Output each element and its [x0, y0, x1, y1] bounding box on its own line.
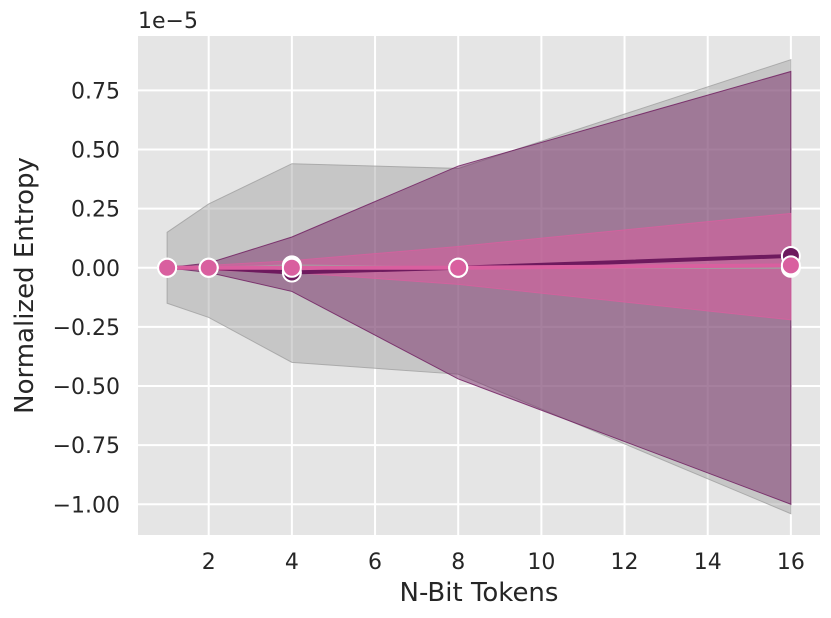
y-axis-label: Normalized Entropy: [10, 157, 40, 414]
data-point: [281, 257, 302, 278]
y-tick-label: 0.75: [71, 79, 120, 104]
x-tick-label: 8: [451, 550, 465, 575]
x-axis-label: N-Bit Tokens: [400, 578, 559, 608]
data-markers: [157, 245, 801, 283]
y-tick-label: −0.50: [53, 375, 120, 400]
y-tick-label: −0.25: [53, 316, 120, 341]
y-tick-label: 0.00: [71, 257, 120, 282]
x-tick-label: 16: [777, 550, 805, 575]
data-point: [448, 257, 469, 278]
y-tick-label: −1.00: [53, 493, 120, 518]
x-tick-label: 6: [368, 550, 382, 575]
y-tick-label: 0.25: [71, 198, 120, 223]
scale-exponent-label: 1e−5: [138, 9, 198, 34]
x-tick-label: 12: [611, 550, 639, 575]
data-point: [198, 257, 219, 278]
x-tick-label: 2: [202, 550, 216, 575]
x-tick-label: 4: [285, 550, 299, 575]
y-tick-label: −0.75: [53, 434, 120, 459]
data-point: [157, 257, 178, 278]
y-tick-label: 0.50: [71, 139, 120, 164]
x-tick-labels: 2 4 6 8 10 12 14 16: [202, 550, 805, 575]
data-point: [780, 255, 801, 276]
x-tick-label: 14: [694, 550, 722, 575]
x-tick-label: 10: [527, 550, 555, 575]
y-tick-labels: 0.75 0.50 0.25 0.00 −0.25 −0.50 −0.75 −1.00: [53, 79, 120, 518]
